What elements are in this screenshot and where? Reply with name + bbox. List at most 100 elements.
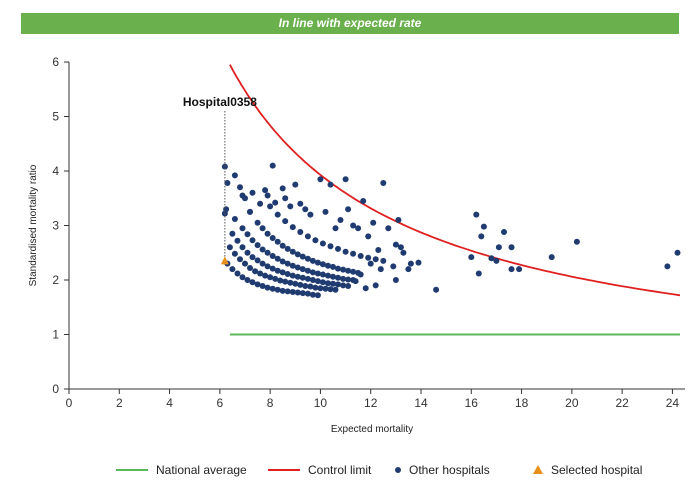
other-hospital-point: [372, 256, 379, 263]
other-hospital-point: [294, 289, 301, 296]
other-hospital-point: [239, 244, 246, 251]
annotation-label: Hospital0358: [183, 95, 257, 109]
other-hospital-point: [392, 241, 399, 248]
other-hospital-point: [267, 274, 274, 281]
other-hospital-point: [287, 279, 294, 286]
other-hospital-point: [269, 265, 276, 272]
other-hospital-point: [488, 255, 495, 262]
other-hospital-point: [332, 225, 339, 232]
other-hospital-point: [332, 286, 339, 293]
x-tick-label: 14: [414, 396, 428, 410]
other-hospital-point: [259, 225, 266, 232]
other-hospital-point: [272, 275, 279, 282]
other-hospital-point: [309, 277, 316, 283]
selected-hospital-swatch: [533, 465, 543, 475]
other-hospital-point: [254, 281, 261, 288]
other-hospital-point: [360, 198, 367, 204]
other-hospital-point: [304, 275, 311, 282]
other-hospital-point: [400, 249, 407, 256]
other-hospital-point: [254, 257, 261, 264]
other-hospital-point: [267, 203, 274, 210]
other-hospital-point: [309, 269, 316, 276]
other-hospital-point: [287, 203, 294, 210]
x-tick-label: 12: [364, 396, 378, 410]
other-hospital-point: [337, 217, 344, 223]
x-tick-label: 24: [666, 396, 680, 410]
other-hospital-point: [272, 199, 279, 206]
other-hospital-point: [294, 264, 301, 271]
other-hospital-point: [244, 249, 251, 256]
legend-label-selected: Selected hospital: [551, 462, 643, 477]
y-tick-label: 2: [52, 273, 59, 287]
y-tick-label: 1: [52, 328, 59, 342]
other-hospital-point: [433, 286, 440, 293]
other-hospital-point: [242, 195, 248, 202]
other-hospital-point: [299, 274, 306, 281]
y-tick-label: 0: [52, 382, 59, 396]
x-tick-label: 2: [116, 396, 123, 410]
other-hospital-point: [342, 248, 349, 255]
other-hospital-point: [274, 238, 281, 245]
y-tick-label: 5: [52, 110, 59, 124]
other-hospital-point: [264, 249, 271, 256]
status-banner: In line with expected rate: [21, 13, 679, 34]
other-hospital-point: [345, 276, 352, 283]
other-hospital-point: [297, 281, 304, 288]
legend-label-control: Control limit: [308, 462, 372, 477]
other-hospital-point: [350, 277, 357, 283]
other-hospital-point: [284, 271, 291, 277]
other-hospital-point: [294, 251, 301, 258]
other-hospital-point: [365, 254, 372, 261]
other-hospital-point: [277, 277, 284, 284]
other-hospital-point: [312, 237, 319, 244]
other-hospital-point: [244, 277, 251, 283]
x-tick-label: 10: [314, 396, 328, 410]
other-hospital-point: [307, 283, 314, 290]
other-hospital-point: [385, 225, 392, 232]
other-hospital-point: [279, 287, 286, 294]
other-hospital-point: [302, 283, 309, 289]
other-hospital-point: [304, 233, 311, 240]
other-hospital-point: [231, 250, 238, 257]
other-hospital-point: [279, 242, 286, 249]
other-hospital-point: [340, 275, 347, 282]
legend-item-others: Other hospitals: [395, 460, 490, 478]
other-hospital-point: [249, 279, 256, 286]
chart-legend: National average Control limit Other hos…: [0, 460, 700, 478]
other-hospital-point: [262, 187, 269, 194]
other-hospital-point: [237, 256, 243, 263]
other-hospital-point: [304, 267, 311, 274]
other-hospital-point: [375, 247, 382, 253]
other-hospital-point: [345, 267, 352, 274]
legend-item-national: National average: [116, 460, 247, 478]
other-hospital-point: [377, 266, 384, 273]
other-hospital-point: [335, 245, 341, 252]
other-hospital-point: [259, 260, 266, 267]
other-hospital-point: [508, 244, 515, 251]
other-hospital-point: [264, 284, 271, 291]
other-hospital-point: [282, 218, 289, 225]
other-hospital-point: [297, 200, 304, 207]
other-hospital-point: [317, 176, 324, 183]
other-hospital-point: [234, 270, 241, 277]
other-hospital-point: [395, 217, 402, 223]
other-hospital-point: [282, 195, 289, 202]
other-hospital-point: [478, 233, 485, 240]
other-hospital-point: [254, 242, 261, 249]
x-tick-label: 6: [217, 396, 224, 410]
other-hospital-point: [317, 285, 324, 292]
other-hospital-point: [355, 269, 362, 276]
other-hospital-point: [234, 237, 241, 244]
other-hospital-point: [325, 272, 331, 279]
other-hospital-point: [274, 211, 281, 218]
legend-label-national: National average: [156, 462, 247, 477]
other-hospital-point: [289, 224, 296, 231]
other-hospital-point: [289, 272, 296, 279]
other-hospital-point: [372, 282, 379, 289]
other-hospital-point: [309, 291, 316, 298]
other-hospital-point: [355, 225, 362, 232]
other-hospital-point: [282, 278, 289, 285]
other-hospital-point: [407, 260, 414, 267]
other-hospital-point: [312, 284, 319, 291]
other-hospital-point: [380, 257, 387, 264]
